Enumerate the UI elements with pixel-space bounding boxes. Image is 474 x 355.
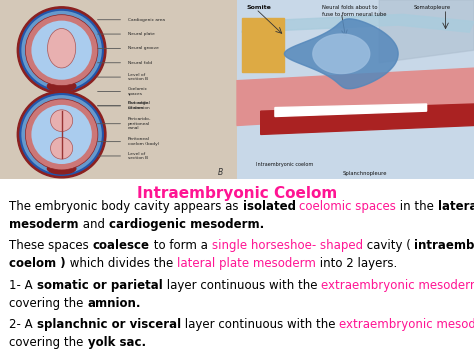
Polygon shape — [242, 18, 284, 72]
Ellipse shape — [26, 15, 98, 86]
Text: extraembryonic mesoderm: extraembryonic mesoderm — [339, 318, 474, 331]
Text: coalesce: coalesce — [93, 239, 150, 252]
Text: layer continuous with the: layer continuous with the — [163, 279, 321, 293]
Text: into 2 layers.: into 2 layers. — [316, 257, 397, 269]
Text: Cut edge
of amnion: Cut edge of amnion — [128, 102, 150, 110]
Text: 2- A: 2- A — [9, 318, 37, 331]
Ellipse shape — [17, 91, 106, 178]
Ellipse shape — [17, 7, 106, 94]
Text: Neural folds about to
fuse to form neural tube: Neural folds about to fuse to form neura… — [322, 5, 387, 17]
Text: Somatopleure: Somatopleure — [413, 5, 450, 10]
Text: Cardiogenic area: Cardiogenic area — [128, 18, 165, 22]
Text: These spaces: These spaces — [9, 239, 93, 252]
Text: mesoderm: mesoderm — [9, 218, 79, 231]
Text: B: B — [218, 169, 223, 178]
Polygon shape — [261, 104, 474, 135]
Text: Neural fold: Neural fold — [128, 61, 152, 65]
Text: Neural groove: Neural groove — [128, 47, 159, 50]
Text: Pericarido-
peritoneal
canal: Pericarido- peritoneal canal — [128, 117, 152, 130]
Ellipse shape — [20, 10, 103, 91]
Ellipse shape — [51, 110, 73, 131]
Text: covering the: covering the — [9, 297, 88, 310]
Text: amnion.: amnion. — [88, 297, 141, 310]
Text: Pericardial
Coelom: Pericardial Coelom — [128, 102, 151, 110]
Text: somatic or parietal: somatic or parietal — [37, 279, 163, 293]
Text: Peritoneal
coelom (body): Peritoneal coelom (body) — [128, 137, 159, 146]
Ellipse shape — [51, 137, 73, 159]
Text: in the: in the — [396, 200, 438, 213]
Text: The embryonic body cavity appears as: The embryonic body cavity appears as — [9, 200, 243, 213]
Text: Splanchnopleure: Splanchnopleure — [343, 171, 387, 176]
Text: 1- A: 1- A — [9, 279, 37, 293]
Text: yolk sac.: yolk sac. — [88, 336, 146, 349]
Text: Intraembryonic coelom: Intraembryonic coelom — [256, 162, 313, 167]
Text: Level of
section B: Level of section B — [128, 73, 148, 81]
Text: Level of
section B: Level of section B — [128, 152, 148, 160]
Ellipse shape — [26, 99, 98, 170]
Text: coelomic spaces: coelomic spaces — [300, 200, 396, 213]
Text: intraembryonic: intraembryonic — [414, 239, 474, 252]
Polygon shape — [237, 68, 474, 126]
Ellipse shape — [31, 105, 92, 164]
Text: Somite: Somite — [246, 5, 271, 10]
FancyBboxPatch shape — [237, 0, 474, 179]
Polygon shape — [275, 104, 427, 116]
Ellipse shape — [47, 28, 76, 68]
Text: which divides the: which divides the — [66, 257, 177, 269]
Text: splanchnic or visceral: splanchnic or visceral — [37, 318, 181, 331]
Text: single horseshoe- shaped: single horseshoe- shaped — [211, 239, 363, 252]
Polygon shape — [379, 0, 474, 63]
Text: lateral: lateral — [438, 200, 474, 213]
Ellipse shape — [20, 94, 103, 175]
Ellipse shape — [31, 21, 92, 80]
Ellipse shape — [47, 81, 76, 92]
Text: Coelomic
spaces: Coelomic spaces — [128, 87, 148, 96]
Text: lateral plate mesoderm: lateral plate mesoderm — [177, 257, 316, 269]
Text: covering the: covering the — [9, 336, 88, 349]
Text: cavity (: cavity ( — [363, 239, 414, 252]
Text: Intraembryonic Coelom: Intraembryonic Coelom — [137, 186, 337, 201]
Text: extraembryonic mesoderm: extraembryonic mesoderm — [321, 279, 474, 293]
Polygon shape — [242, 14, 474, 32]
Text: coelom ): coelom ) — [9, 257, 66, 269]
Text: and: and — [79, 218, 109, 231]
Text: isolated: isolated — [243, 200, 296, 213]
Text: Neural plate: Neural plate — [128, 32, 155, 36]
Polygon shape — [313, 34, 370, 73]
FancyBboxPatch shape — [0, 0, 237, 179]
Text: layer continuous with the: layer continuous with the — [181, 318, 339, 331]
Text: to form a: to form a — [150, 239, 211, 252]
Polygon shape — [284, 19, 398, 89]
Ellipse shape — [47, 163, 76, 174]
Text: cardiogenic mesoderm.: cardiogenic mesoderm. — [109, 218, 264, 231]
